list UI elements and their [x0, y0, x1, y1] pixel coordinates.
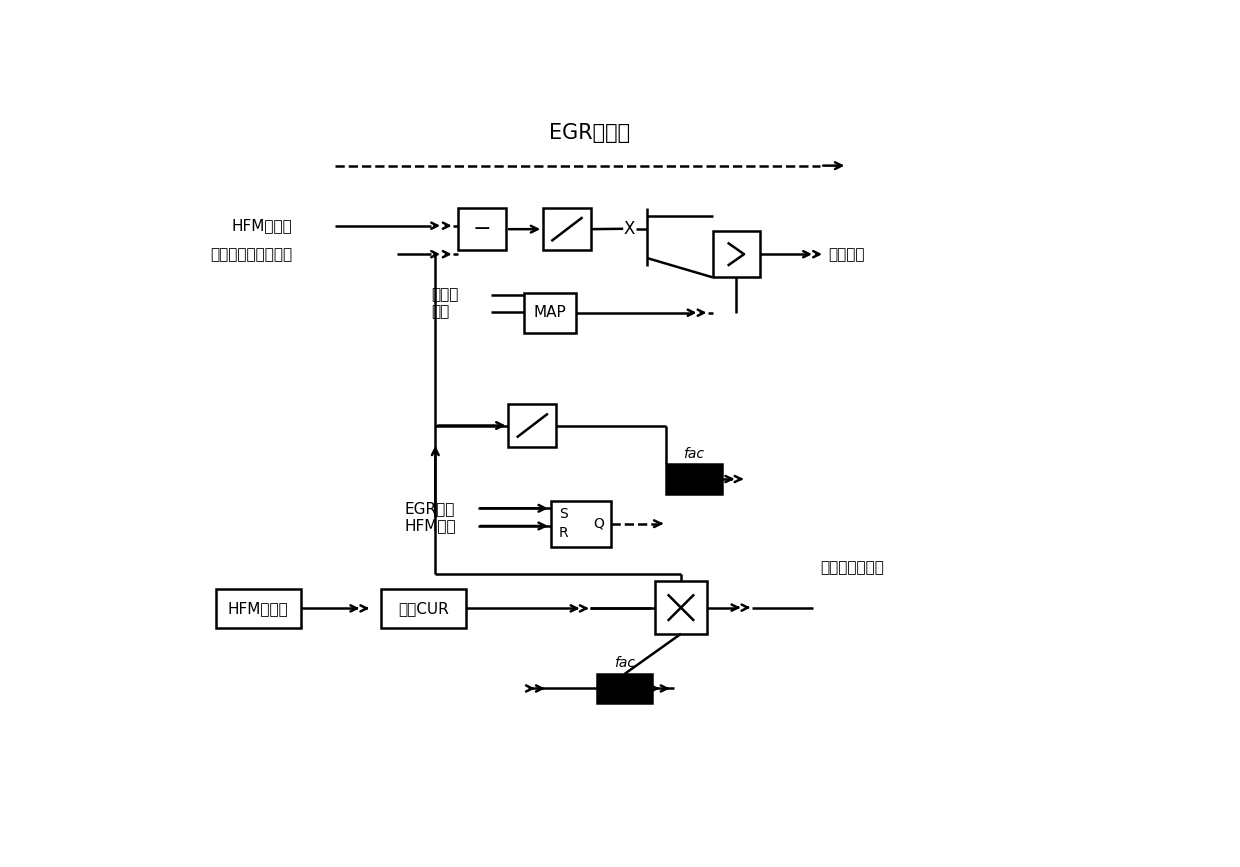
Text: S: S	[559, 507, 568, 521]
Text: X: X	[624, 219, 635, 238]
Text: R: R	[558, 526, 568, 540]
Bar	[713, 231, 760, 277]
Text: Q: Q	[593, 517, 604, 531]
Text: EGR关闭: EGR关闭	[404, 501, 455, 516]
Text: 报错信号: 报错信号	[828, 247, 864, 262]
Bar	[382, 590, 466, 628]
Bar	[216, 590, 300, 628]
Bar	[523, 293, 577, 333]
Text: 新鲜空气进气量: 新鲜空气进气量	[821, 560, 884, 575]
Bar	[596, 674, 652, 703]
Text: fac: fac	[683, 447, 704, 460]
Text: EGR全关闭: EGR全关闭	[549, 123, 630, 143]
Text: 进气温度压力计算值: 进气温度压力计算值	[211, 247, 293, 262]
Bar	[551, 500, 611, 547]
Bar	[666, 465, 722, 493]
Text: HFM故障: HFM故障	[404, 518, 456, 533]
Bar	[543, 208, 590, 251]
Text: 转速: 转速	[432, 304, 450, 319]
Text: −: −	[472, 219, 491, 239]
Text: 喷油量: 喷油量	[432, 288, 459, 303]
Text: MAP: MAP	[533, 305, 567, 320]
Bar	[459, 208, 506, 251]
Text: HFM测量值: HFM测量值	[231, 218, 291, 233]
Bar	[508, 404, 557, 447]
Text: fac: fac	[614, 656, 635, 670]
Bar	[655, 582, 707, 634]
Text: 转换CUR: 转换CUR	[398, 601, 449, 616]
Text: HFM传感器: HFM传感器	[228, 601, 289, 616]
